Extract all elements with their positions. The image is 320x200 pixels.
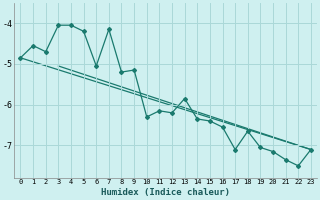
X-axis label: Humidex (Indice chaleur): Humidex (Indice chaleur) bbox=[101, 188, 230, 197]
